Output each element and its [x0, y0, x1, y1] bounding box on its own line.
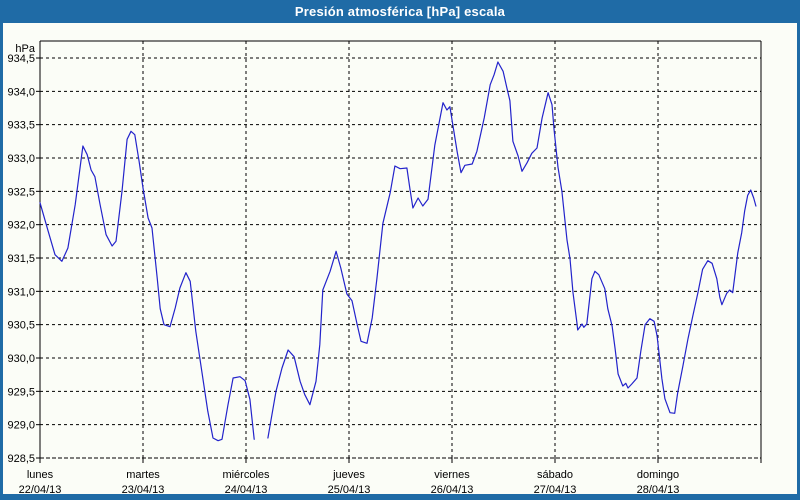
x-date-label: 28/04/13 — [637, 484, 680, 496]
x-day-label: jueves — [332, 469, 365, 481]
x-day-label: domingo — [637, 469, 679, 481]
y-tick-label: 928,5 — [7, 453, 35, 465]
x-day-label: sábado — [537, 469, 573, 481]
x-date-label: 24/04/13 — [225, 484, 268, 496]
pressure-series-path — [39, 61, 757, 442]
chart-title-bar[interactable]: Presión atmosférica [hPa] escala — [0, 0, 800, 23]
x-date-label: 23/04/13 — [122, 484, 165, 496]
y-tick-label: 933,0 — [7, 153, 35, 165]
y-tick-label: 929,0 — [7, 420, 35, 432]
x-date-label: 25/04/13 — [328, 484, 371, 496]
x-date-label: 26/04/13 — [431, 484, 474, 496]
y-tick-label: 929,5 — [7, 386, 35, 398]
y-tick-label: 931,0 — [7, 286, 35, 298]
y-tick-label: 930,0 — [7, 353, 35, 365]
y-tick-label: 934,5 — [7, 53, 35, 65]
y-tick-label: 933,5 — [7, 120, 35, 132]
x-day-label: miércoles — [222, 469, 270, 481]
y-tick-label: 934,0 — [7, 86, 35, 98]
x-day-label: martes — [126, 469, 160, 481]
y-tick-label: 932,0 — [7, 220, 35, 232]
x-date-label: 22/04/13 — [19, 484, 62, 496]
x-day-label: viernes — [434, 469, 470, 481]
chart-title: Presión atmosférica [hPa] escala — [294, 4, 506, 19]
y-tick-label: 931,5 — [7, 253, 35, 265]
x-day-label: lunes — [27, 469, 54, 481]
y-tick-label: 930,5 — [7, 320, 35, 332]
x-date-label: 27/04/13 — [534, 484, 577, 496]
y-tick-label: 932,5 — [7, 186, 35, 198]
y-axis-unit-label: hPa — [15, 43, 35, 55]
